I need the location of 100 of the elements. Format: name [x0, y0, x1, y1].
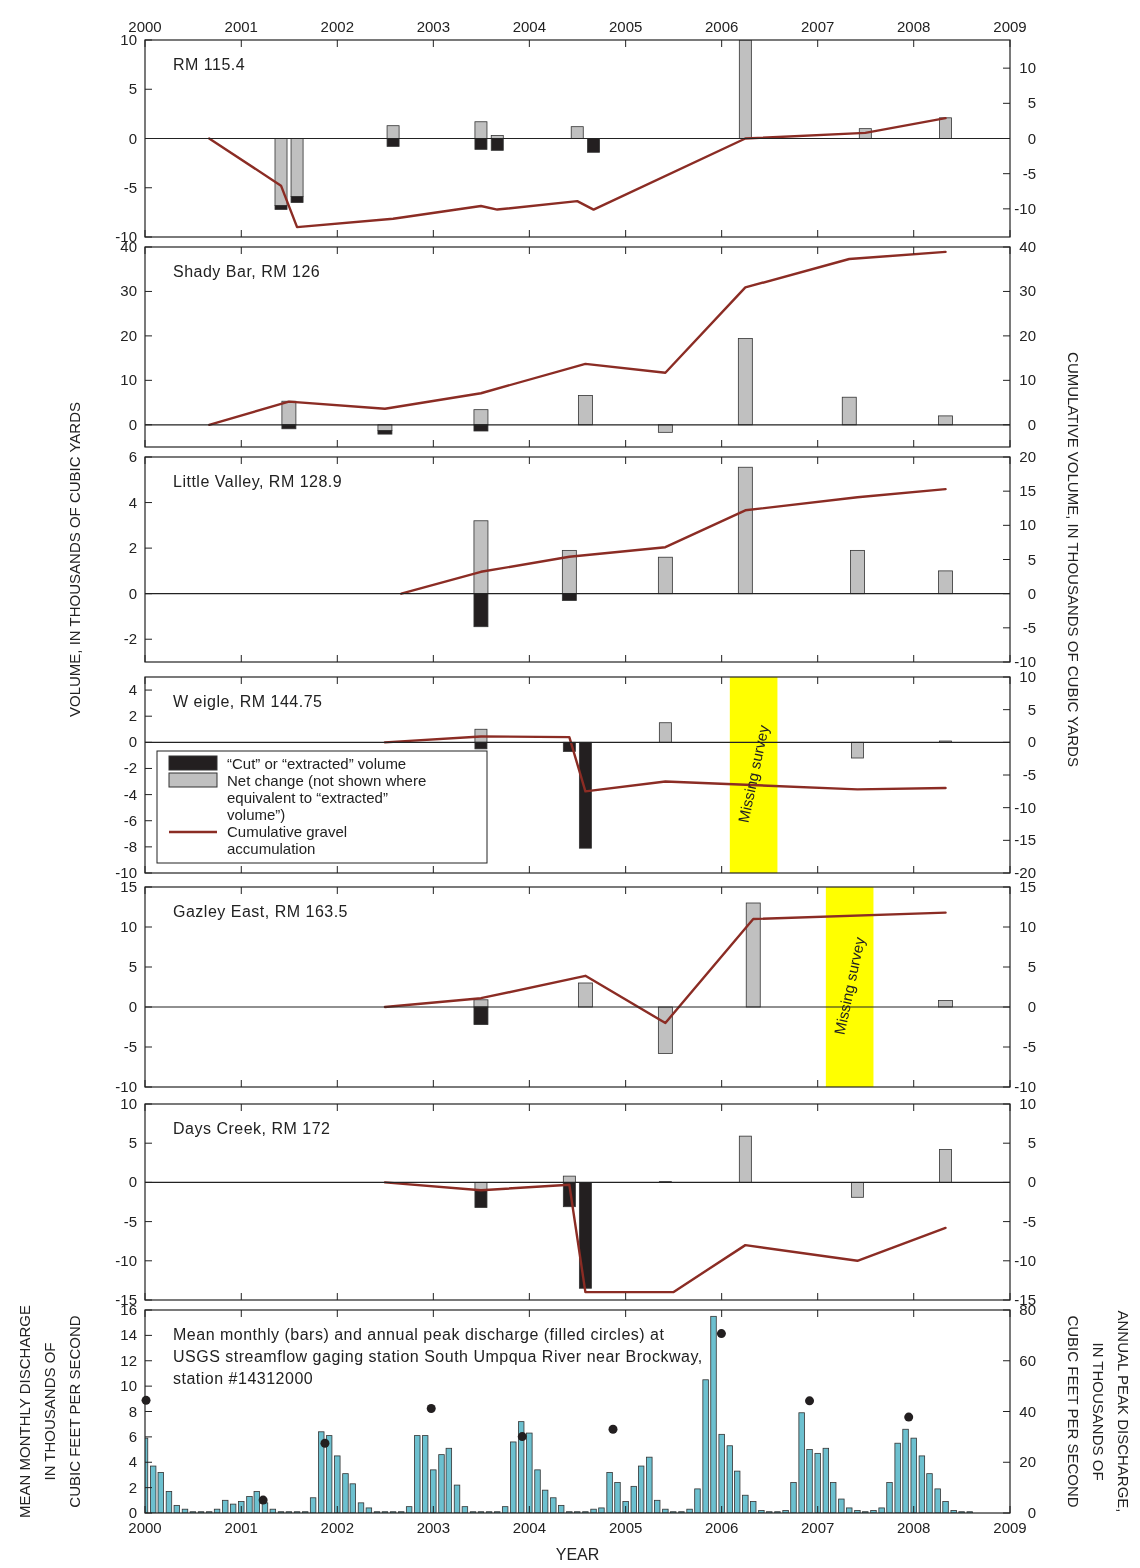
- y2-tick-label: 15: [1019, 878, 1036, 895]
- y2-tick-label: 20: [1019, 326, 1036, 344]
- y-tick-label: -5: [123, 178, 137, 196]
- x-tick-label: 2005: [608, 18, 643, 35]
- text: Gazley East, RM 163.5: [173, 903, 349, 920]
- y2-tick-label: 5: [1027, 1134, 1036, 1152]
- y2-tick-label: 10: [1019, 668, 1036, 685]
- x-tick-label: 2004: [512, 1519, 547, 1536]
- band-label: Missing survey: [734, 723, 772, 825]
- y2-tick-label: 0: [1027, 733, 1036, 751]
- y2-tick-label: 0: [1027, 998, 1036, 1015]
- text: W eigle, RM 144.75: [173, 693, 323, 710]
- y-tick-label: -10: [115, 1078, 137, 1095]
- x-tick-label: 2009: [993, 18, 1027, 35]
- y-tick-label: 0: [128, 998, 137, 1015]
- x-tick-label: 2008: [897, 18, 931, 35]
- y2-tick-label: -10: [1014, 1078, 1036, 1095]
- legend-label: Cumulative gravel accumulation: [227, 823, 348, 857]
- y2-tick-label: 10: [1019, 1095, 1036, 1112]
- y-tick-label: 8: [128, 1402, 137, 1420]
- y2-tick-label: 5: [1027, 700, 1036, 718]
- y-tick-label: 4: [128, 681, 137, 699]
- y2-tick-label: 10: [1019, 516, 1036, 534]
- y-tick-label: 2: [128, 707, 137, 725]
- y2-tick-label: -10: [1014, 199, 1036, 217]
- y-tick-label: -10: [115, 864, 137, 881]
- y-tick-label: -2: [123, 630, 137, 648]
- y-tick-label: 15: [120, 878, 137, 895]
- y-tick-label: -6: [123, 811, 137, 829]
- y-tick-label: 2: [128, 1478, 137, 1496]
- y-tick-label: -2: [123, 759, 137, 777]
- legend-label: “Cut” or “extracted” volume: [227, 755, 407, 772]
- y-tick-label: -8: [123, 837, 137, 855]
- y2-tick-label: -5: [1022, 1212, 1036, 1230]
- y2-tick-label: 20: [1019, 448, 1036, 465]
- y2-tick-label: -20: [1014, 864, 1036, 881]
- y2-tick-label: 10: [1019, 59, 1036, 77]
- y-tick-label: -5: [123, 1038, 137, 1055]
- y-tick-label: 10: [120, 1377, 137, 1395]
- x-tick-label: 2006: [704, 1519, 739, 1536]
- y-axis-title: VOLUME, IN THOUSANDS OF CUBIC YARDS: [66, 401, 83, 718]
- y-tick-label: 4: [128, 1453, 137, 1471]
- y2-tick-label: 10: [1019, 918, 1036, 935]
- y2-axis-title: CUMULATIVE VOLUME, IN THOUSANDS OF CUBIC YARDS: [1065, 352, 1082, 767]
- x-tick-label: 2001: [224, 1519, 258, 1536]
- y-tick-label: 12: [120, 1351, 137, 1369]
- y-tick-label: 10: [120, 918, 137, 935]
- y2-tick-label: -10: [1014, 1251, 1036, 1269]
- y2-tick-label: -10: [1014, 798, 1036, 816]
- y-tick-label: 5: [128, 1134, 137, 1152]
- y2-tick-label: 5: [1027, 550, 1036, 568]
- y-tick-label: 2: [128, 539, 137, 557]
- y2-tick-label: -15: [1014, 831, 1036, 849]
- y2-tick-label: 0: [1027, 415, 1036, 433]
- y2-tick-label: 0: [1027, 1504, 1036, 1521]
- y-tick-label: 0: [128, 129, 137, 147]
- y2-tick-label: 15: [1019, 482, 1036, 500]
- y2-tick-label: 40: [1019, 238, 1036, 255]
- y-tick-label: 0: [128, 1173, 137, 1191]
- x-tick-label: 2005: [608, 1519, 643, 1536]
- y2-tick-label: 30: [1019, 282, 1036, 300]
- x-tick-label: 2000: [128, 1519, 162, 1536]
- text: RM 115.4: [173, 56, 246, 73]
- text: Little Valley, RM 128.9: [173, 473, 343, 490]
- y-tick-label: 0: [128, 584, 137, 602]
- y2-tick-label: -5: [1022, 1038, 1036, 1055]
- x-tick-label: 2003: [416, 1519, 451, 1536]
- y-tick-label: 4: [128, 493, 137, 511]
- y-tick-label: 20: [120, 326, 137, 344]
- x-tick-label: 2008: [897, 1519, 931, 1536]
- x-tick-label: 2002: [320, 1519, 354, 1536]
- x-tick-label: 2006: [704, 18, 739, 35]
- y2-tick-label: 5: [1027, 94, 1036, 112]
- y2-tick-label: 0: [1027, 129, 1036, 147]
- y-tick-label: 5: [128, 80, 137, 98]
- y-tick-label: 0: [128, 1504, 137, 1521]
- x-tick-label: 2003: [416, 18, 451, 35]
- y-tick-label: 10: [120, 1095, 137, 1112]
- x-tick-label: 2007: [801, 18, 835, 35]
- band-label: Missing survey: [830, 935, 868, 1037]
- y2-tick-label: -5: [1022, 618, 1036, 636]
- y2-tick-label: 20: [1019, 1453, 1036, 1471]
- y-tick-label: -10: [115, 1251, 137, 1269]
- y2-tick-label: 10: [1019, 371, 1036, 389]
- y2-tick-label: 5: [1027, 958, 1036, 975]
- y-tick-label: 10: [120, 371, 137, 389]
- y-tick-label: -4: [123, 785, 137, 803]
- y2-tick-label: 0: [1027, 1173, 1036, 1191]
- y2-tick-label: -10: [1014, 653, 1036, 670]
- y-tick-label: 14: [120, 1326, 137, 1344]
- y-axis-title: MEAN MONTHLY DISCHARGE IN THOUSANDS OF CUBIC FEET PER SECOND: [16, 1305, 83, 1518]
- y2-tick-label: 40: [1019, 1402, 1036, 1420]
- y-tick-label: -5: [123, 1212, 137, 1230]
- x-tick-label: 2001: [224, 18, 258, 35]
- y2-tick-label: -5: [1022, 766, 1036, 783]
- text: Mean monthly (bars) and annual peak discharge (filled circles) at USGS streamflow gaging station South Umpqua River near Brockway, station #14312000: [173, 1326, 703, 1387]
- y-tick-label: 0: [128, 415, 137, 433]
- x-axis-title: YEAR: [555, 1546, 600, 1563]
- y-tick-label: 6: [128, 448, 137, 465]
- x-tick-label: 2004: [512, 18, 547, 35]
